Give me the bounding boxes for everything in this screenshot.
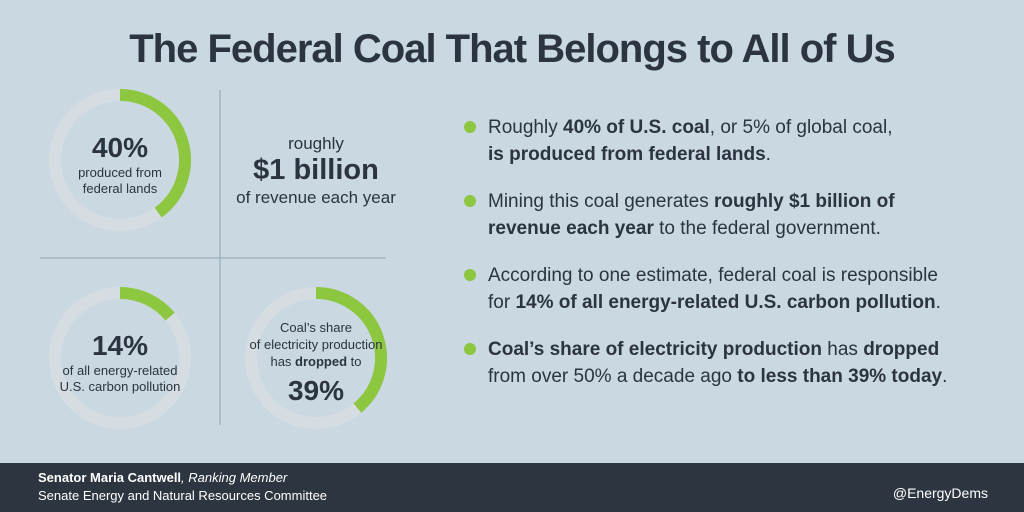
text-segment: revenue each year [488,218,654,239]
revenue-amount: $1 billion [253,154,379,186]
gauge-label: 14% [92,330,148,361]
text-segment: produced from [78,165,162,180]
footer-name: Senator Maria Cantwell [38,470,181,485]
bullet-dot [464,269,476,281]
text-segment: . [936,292,941,313]
text-segment: roughly $1 billion of [714,191,895,212]
text-segment: is produced from federal lands [488,144,766,165]
text-segment: to [347,354,361,369]
text-segment: . [942,366,947,387]
bullet-dot [464,121,476,133]
text-segment: Coal’s share of electricity production [488,339,822,360]
text-line: Coal’s share of electricity production h… [488,339,939,360]
text-segment: has [270,354,295,369]
footer-credit: Senator Maria Cantwell, Ranking Member [38,470,288,485]
footer-role: , Ranking Member [181,470,288,485]
gauge-arc [119,89,191,218]
footer-band [0,463,1024,512]
text-segment: dropped [295,354,347,369]
text-line: revenue each year to the federal governm… [488,218,881,239]
text-segment: Roughly [488,117,563,138]
bullet-dot [464,195,476,207]
footer-committee: Senate Energy and Natural Resources Comm… [38,488,327,503]
revenue-tail: of revenue each year [236,188,396,207]
text-segment: 14% of all energy-related U.S. carbon po… [515,292,935,313]
text-segment: federal lands [83,181,158,196]
text-line: from over 50% a decade ago to less than … [488,366,947,387]
text-segment: from over 50% a decade ago [488,366,737,387]
text-segment: to less than 39% today [737,366,942,387]
text-line: Roughly 40% of U.S. coal, or 5% of globa… [488,117,893,138]
gauge-arc [315,287,387,413]
text-segment: According to one estimate, federal coal … [488,265,938,286]
text-line: produced from [78,165,162,180]
gauge-label: 39% [288,375,344,406]
text-segment: has [822,339,863,360]
footer-handle: @EnergyDems [893,485,988,501]
text-line: for 14% of all energy-related U.S. carbo… [488,292,941,313]
text-line: is produced from federal lands. [488,144,771,165]
text-segment: 40% of U.S. coal [563,117,710,138]
text-line: Mining this coal generates roughly $1 bi… [488,191,895,212]
gauge-arc [119,287,175,321]
text-segment: , or 5% of global coal, [710,117,893,138]
revenue-lead: roughly [288,134,344,153]
text-segment: . [766,144,771,165]
text-line: According to one estimate, federal coal … [488,265,938,286]
gauge-label: 40% [92,132,148,163]
text-segment: of all energy-related [63,363,178,378]
text-segment: of electricity production [250,337,383,352]
text-segment: U.S. carbon pollution [60,379,181,394]
text-line: of all energy-related [63,363,178,378]
text-line: Coal’s share [280,320,352,335]
text-line: has dropped to [270,354,361,369]
text-line: of electricity production [250,337,383,352]
title: The Federal Coal That Belongs to All of … [129,27,894,71]
text-segment: for [488,292,515,313]
text-segment: Coal’s share [280,320,352,335]
text-segment: to the federal government. [654,218,881,239]
text-line: U.S. carbon pollution [60,379,181,394]
text-line: federal lands [83,181,158,196]
text-segment: Mining this coal generates [488,191,714,212]
text-segment: dropped [863,339,939,360]
bullet-dot [464,343,476,355]
